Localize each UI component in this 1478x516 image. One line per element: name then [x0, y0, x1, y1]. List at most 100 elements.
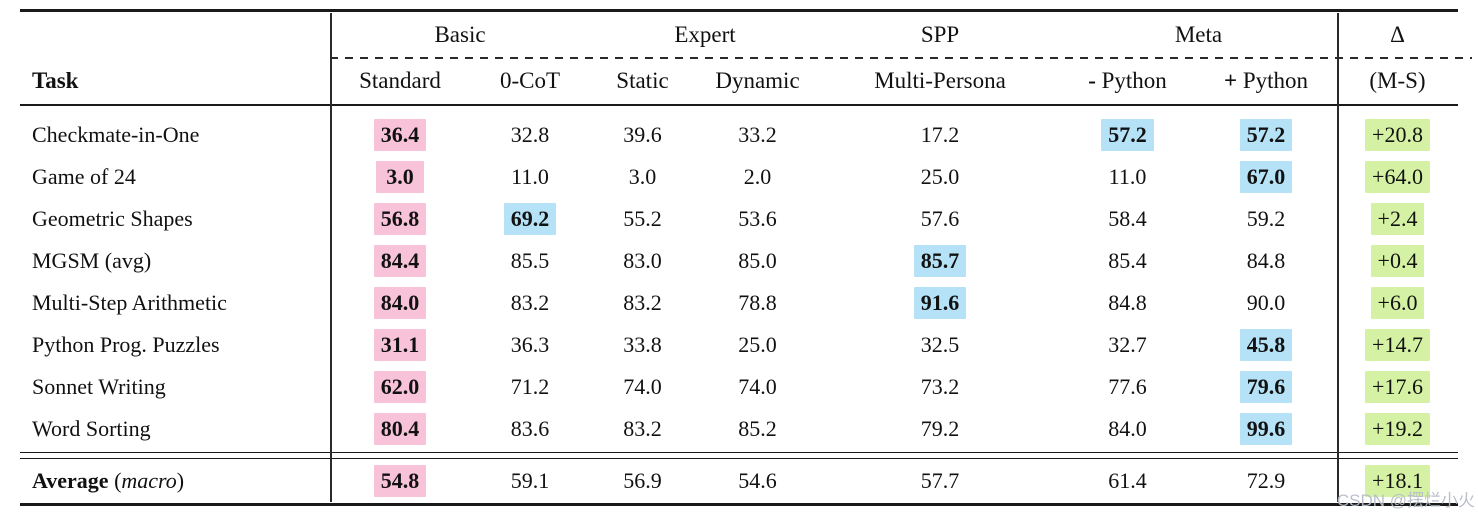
delta-cell: +19.2 — [1365, 413, 1430, 445]
value-cell: 31.1 — [373, 329, 427, 361]
value-cell: 11.0 — [1108, 164, 1147, 189]
value-cell: 11.0 — [511, 164, 549, 189]
table-row: MGSM (avg) 84.4 85.5 83.0 85.0 85.7 85.4… — [20, 240, 1458, 282]
plus-python-label: Python — [1242, 67, 1309, 93]
plus-sign: + — [1223, 67, 1238, 93]
results-table: Basic Expert SPP Meta Δ Task Standard 0-… — [20, 9, 1472, 506]
value-cell: 77.6 — [1108, 374, 1147, 399]
group-header-expert: Expert — [674, 21, 736, 47]
value-cell: 57.2 — [1239, 119, 1293, 151]
csdn-watermark: CSDN @摆烂小火 — [1336, 491, 1475, 510]
value-cell: 32.5 — [920, 332, 960, 357]
value-cell: 84.4 — [373, 245, 427, 277]
vertical-rule-delta — [1337, 13, 1339, 502]
paren-close: ) — [176, 468, 185, 493]
value-cell: 85.7 — [913, 245, 967, 277]
value-cell: 32.8 — [510, 122, 550, 147]
value-cell: 36.3 — [510, 332, 550, 357]
delta-cell: +64.0 — [1365, 161, 1430, 193]
task-label: MGSM (avg) — [32, 248, 152, 273]
column-header-standard: Standard — [359, 67, 441, 93]
table-row: Geometric Shapes 56.8 69.2 55.2 53.6 57.… — [20, 198, 1458, 240]
task-label: Checkmate-in-One — [32, 122, 200, 147]
value-cell: 58.4 — [1108, 206, 1147, 231]
column-header-0cot: 0-CoT — [499, 67, 561, 93]
table-row: Word Sorting 80.4 83.6 83.2 85.2 79.2 84… — [20, 408, 1458, 450]
value-cell: 72.9 — [1246, 468, 1286, 493]
value-cell: 79.6 — [1239, 371, 1293, 403]
table-body: Checkmate-in-One 36.4 32.8 39.6 33.2 17.… — [20, 106, 1458, 452]
value-cell: 84.0 — [1108, 416, 1147, 441]
value-cell: 45.8 — [1239, 329, 1293, 361]
value-cell: 85.5 — [510, 248, 550, 273]
group-header-spp: SPP — [920, 21, 960, 47]
value-cell: 83.2 — [623, 290, 662, 315]
delta-cell: +14.7 — [1365, 329, 1430, 361]
value-cell: 83.2 — [510, 290, 550, 315]
top-rule — [20, 9, 1458, 12]
macro-word: macro — [121, 468, 177, 493]
task-label: Word Sorting — [32, 416, 151, 441]
delta-cell: +17.6 — [1365, 371, 1430, 403]
column-header-task: Task — [32, 67, 79, 93]
table-row: Python Prog. Puzzles 31.1 36.3 33.8 25.0… — [20, 324, 1458, 366]
column-header-dynamic: Dynamic — [715, 67, 800, 93]
value-cell: 67.0 — [1239, 161, 1293, 193]
average-row: Average (macro) 54.8 59.1 56.9 54.6 57.7… — [20, 459, 1458, 503]
task-label: Python Prog. Puzzles — [32, 332, 220, 357]
value-cell: 69.2 — [503, 203, 557, 235]
table-row: Checkmate-in-One 36.4 32.8 39.6 33.2 17.… — [20, 114, 1458, 156]
value-cell: 3.0 — [376, 161, 424, 193]
delta-cell: +0.4 — [1370, 245, 1425, 277]
delta-cell: +6.0 — [1370, 287, 1425, 319]
column-header-minus-python: - Python — [1060, 68, 1195, 94]
value-cell: 57.7 — [920, 468, 960, 493]
table-row: Game of 24 3.0 11.0 3.0 2.0 25.0 11.0 67… — [20, 156, 1458, 198]
average-label: Average (macro) — [20, 468, 330, 494]
value-cell: 61.4 — [1108, 468, 1147, 493]
column-header-plus-python: + Python — [1195, 68, 1337, 94]
value-cell: 84.8 — [1246, 248, 1286, 273]
value-cell: 74.0 — [623, 374, 662, 399]
value-cell: 85.0 — [738, 248, 777, 273]
column-header-static: Static — [616, 67, 669, 93]
value-cell: 84.8 — [1108, 290, 1147, 315]
value-cell: 74.0 — [738, 374, 777, 399]
task-label: Multi-Step Arithmetic — [32, 290, 227, 315]
value-cell: 84.0 — [373, 287, 427, 319]
value-cell: 36.4 — [373, 119, 427, 151]
table-row: Sonnet Writing 62.0 71.2 74.0 74.0 73.2 … — [20, 366, 1458, 408]
task-label: Sonnet Writing — [32, 374, 166, 399]
value-cell: 85.4 — [1108, 248, 1147, 273]
value-cell: 62.0 — [373, 371, 427, 403]
value-cell: 25.0 — [738, 332, 777, 357]
value-cell: 78.8 — [738, 290, 777, 315]
value-cell: 83.6 — [510, 416, 550, 441]
column-header-delta-ms: (M-S) — [1369, 67, 1426, 93]
minus-sign: - — [1088, 67, 1096, 93]
task-label: Game of 24 — [32, 164, 136, 189]
value-cell: 83.2 — [623, 416, 662, 441]
value-cell: 55.2 — [623, 206, 662, 231]
value-cell: 79.2 — [920, 416, 960, 441]
value-cell: 71.2 — [510, 374, 550, 399]
value-cell: 54.6 — [738, 468, 777, 493]
value-cell: 56.8 — [373, 203, 427, 235]
value-cell: 56.9 — [623, 468, 662, 493]
value-cell: 57.2 — [1101, 119, 1154, 151]
group-header-row: Basic Expert SPP Meta Δ — [20, 12, 1458, 57]
value-cell: 80.4 — [373, 413, 427, 445]
value-cell: 73.2 — [920, 374, 960, 399]
value-cell: 91.6 — [913, 287, 967, 319]
paren-open: ( — [114, 468, 122, 493]
value-cell: 85.2 — [738, 416, 777, 441]
delta-cell: +2.4 — [1370, 203, 1425, 235]
dashed-separator — [330, 57, 1472, 59]
column-header-multi-persona: Multi-Persona — [874, 67, 1006, 93]
value-cell: 33.8 — [623, 332, 662, 357]
value-cell: 3.0 — [628, 164, 657, 189]
value-cell: 59.1 — [510, 468, 550, 493]
value-cell: 2.0 — [743, 164, 772, 189]
value-cell: 25.0 — [920, 164, 960, 189]
